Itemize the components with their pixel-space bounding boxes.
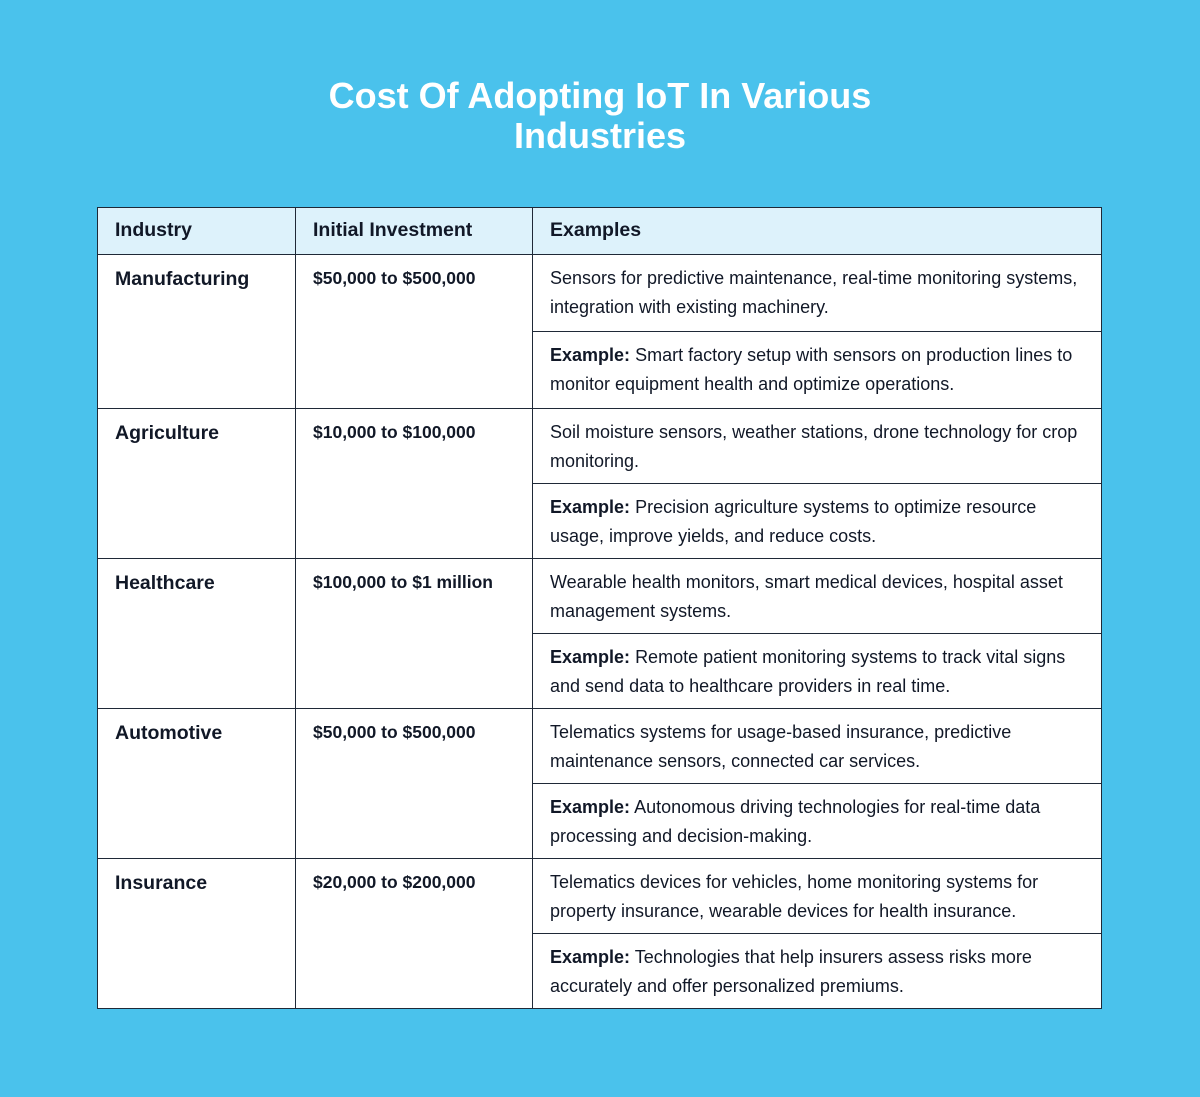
example-label: Example: bbox=[550, 497, 631, 517]
header-initial-investment: Initial Investment bbox=[295, 207, 533, 255]
title-line-1: Cost Of Adopting IoT In Various bbox=[328, 75, 872, 116]
table-row: Agriculture $10,000 to $100,000 Soil moi… bbox=[97, 408, 1102, 559]
investment-cell: $50,000 to $500,000 bbox=[295, 708, 533, 859]
example-cell: Example: Precision agriculture systems t… bbox=[532, 483, 1102, 559]
table-row: Healthcare $100,000 to $1 million Wearab… bbox=[97, 558, 1102, 709]
industry-cell: Insurance bbox=[97, 858, 296, 1009]
description-cell: Sensors for predictive maintenance, real… bbox=[532, 254, 1102, 332]
title-line-2: Industries bbox=[513, 115, 687, 156]
example-cell: Example: Smart factory setup with sensor… bbox=[532, 331, 1102, 409]
table-row-example: Example: Technologies that help insurers… bbox=[98, 933, 1102, 1009]
table-row: Automotive $50,000 to $500,000 Telematic… bbox=[97, 708, 1102, 859]
industry-cell: Automotive bbox=[97, 708, 296, 859]
example-cell: Example: Autonomous driving technologies… bbox=[532, 783, 1102, 859]
example-text: Technologies that help insurers assess r… bbox=[550, 947, 1032, 996]
investment-cell: $10,000 to $100,000 bbox=[295, 408, 533, 559]
table-row: Insurance $20,000 to $200,000 Telematics… bbox=[97, 858, 1102, 1009]
table-row-example: Example: Remote patient monitoring syste… bbox=[98, 633, 1102, 709]
description-cell: Soil moisture sensors, weather stations,… bbox=[532, 408, 1102, 484]
industry-cell: Healthcare bbox=[97, 558, 296, 709]
description-cell: Wearable health monitors, smart medical … bbox=[532, 558, 1102, 634]
table-row-example: Example: Precision agriculture systems t… bbox=[98, 483, 1102, 559]
investment-cell: $50,000 to $500,000 bbox=[295, 254, 533, 409]
industry-cell: Manufacturing bbox=[97, 254, 296, 409]
page-title: Cost Of Adopting IoT In Various Industri… bbox=[0, 76, 1200, 156]
example-text: Smart factory setup with sensors on prod… bbox=[550, 345, 1073, 394]
example-cell: Example: Technologies that help insurers… bbox=[532, 933, 1102, 1009]
table-row: Manufacturing $50,000 to $500,000 Sensor… bbox=[97, 254, 1102, 409]
header-examples: Examples bbox=[532, 207, 1102, 255]
investment-cell: $20,000 to $200,000 bbox=[295, 858, 533, 1009]
description-cell: Telematics devices for vehicles, home mo… bbox=[532, 858, 1102, 934]
investment-cell: $100,000 to $1 million bbox=[295, 558, 533, 709]
example-text: Remote patient monitoring systems to tra… bbox=[550, 647, 1066, 696]
description-cell: Telematics systems for usage-based insur… bbox=[532, 708, 1102, 784]
example-text: Autonomous driving technologies for real… bbox=[550, 797, 1041, 846]
industry-cell: Agriculture bbox=[97, 408, 296, 559]
example-label: Example: bbox=[550, 947, 631, 967]
example-text: Precision agriculture systems to optimiz… bbox=[550, 497, 1037, 546]
table-header-row: Industry Initial Investment Examples bbox=[97, 207, 1102, 255]
table-row-example: Example: Smart factory setup with sensor… bbox=[98, 331, 1102, 409]
header-industry: Industry bbox=[97, 207, 296, 255]
example-cell: Example: Remote patient monitoring syste… bbox=[532, 633, 1102, 709]
example-label: Example: bbox=[550, 647, 631, 667]
example-label: Example: bbox=[550, 797, 631, 817]
example-label: Example: bbox=[550, 345, 631, 365]
iot-cost-table: Industry Initial Investment Examples Man… bbox=[97, 207, 1102, 1009]
